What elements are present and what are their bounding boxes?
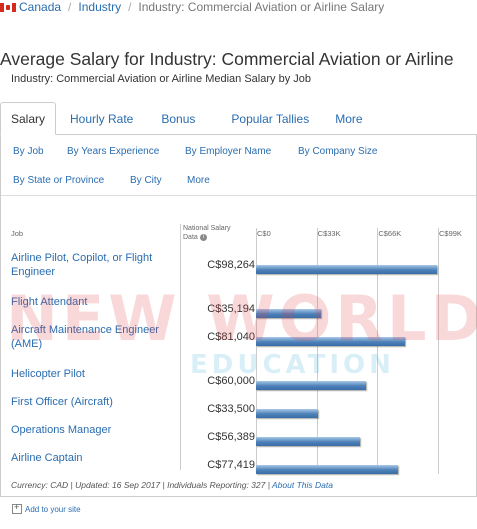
axis-tick-label: C$99K (439, 229, 462, 238)
salary-bar (256, 437, 360, 446)
footer-text: Currency: CAD | Updated: 16 Sep 2017 | I… (11, 480, 272, 490)
job-link[interactable]: First Officer (Aircraft) (11, 396, 113, 408)
tab-popular-tallies[interactable]: Popular Tallies (231, 111, 310, 126)
tab-salary[interactable]: Salary (0, 102, 56, 135)
subnav-by-job[interactable]: By Job (13, 146, 44, 157)
breadcrumb-separator: / (128, 0, 132, 14)
job-link[interactable]: Airline Captain (11, 452, 83, 464)
about-this-data-link[interactable]: About This Data (272, 480, 333, 490)
salary-bar (256, 265, 437, 274)
column-header-job: Job (11, 229, 24, 238)
grid-line (256, 228, 257, 474)
job-link[interactable]: Operations Manager (11, 424, 112, 436)
divider (1, 195, 476, 196)
subnav-by-city[interactable]: By City (130, 175, 162, 186)
add-to-site-label: Add to your site (25, 504, 81, 514)
subnav-more[interactable]: More (187, 175, 210, 186)
add-to-site-link[interactable]: Add to your site (12, 502, 81, 514)
salary-bar (256, 409, 318, 418)
job-link[interactable]: Helicopter Pilot (11, 368, 85, 380)
tab-bar: Salary Hourly Rate Bonus Popular Tallies… (0, 102, 477, 135)
grid-line (316, 228, 318, 474)
salary-bar (256, 381, 367, 390)
footer-info: Currency: CAD | Updated: 16 Sep 2017 | I… (11, 480, 333, 490)
tab-bonus[interactable]: Bonus (161, 111, 196, 126)
info-icon[interactable]: i (199, 233, 207, 241)
salary-value: C$56,389 (207, 431, 255, 443)
national-header-line2: Data (183, 234, 198, 241)
tab-more[interactable]: More (335, 111, 363, 126)
axis-tick-label: C$33K (317, 229, 341, 238)
column-divider (180, 224, 181, 470)
breadcrumb-separator: / (68, 0, 72, 14)
breadcrumb-current: Industry: Commercial Aviation or Airline… (138, 0, 385, 14)
salary-value: C$35,194 (207, 303, 255, 315)
subnav-by-company-size[interactable]: By Company Size (298, 146, 378, 157)
breadcrumb: Canada / Industry / Industry: Commercial… (0, 0, 384, 14)
canada-flag-icon (0, 2, 16, 12)
national-header-line1: National Salary (183, 225, 231, 232)
job-link[interactable]: Flight Attendant (11, 296, 88, 308)
salary-value: C$77,419 (207, 459, 255, 471)
salary-bar (256, 309, 321, 318)
add-icon (12, 502, 22, 514)
salary-value: C$60,000 (207, 375, 255, 387)
grid-line (438, 228, 439, 474)
job-link[interactable]: Aircraft Maintenance Engineer (AME) (11, 324, 159, 350)
breadcrumb-country-link[interactable]: Canada (19, 0, 62, 14)
breadcrumb-industry-link[interactable]: Industry (78, 0, 122, 14)
tab-hourly-rate[interactable]: Hourly Rate (70, 111, 134, 126)
axis-tick-label: C$66K (378, 229, 402, 238)
salary-value: C$33,500 (207, 403, 255, 415)
grid-line (377, 228, 379, 474)
axis-tick-label: C$0 (257, 229, 271, 238)
salary-bar (256, 465, 399, 474)
subnav-by-employer-name[interactable]: By Employer Name (185, 146, 272, 157)
job-link[interactable]: Airline Pilot, Copilot, or Flight Engine… (11, 252, 153, 278)
salary-bar (256, 337, 405, 346)
chart-title: Industry: Commercial Aviation or Airline… (11, 73, 311, 85)
salary-value: C$81,040 (207, 331, 255, 343)
column-header-national-salary: National Salary Data i (183, 224, 230, 242)
subnav-by-years-experience[interactable]: By Years Experience (67, 146, 160, 157)
subnav-by-state-or-province[interactable]: By State or Province (13, 175, 105, 186)
salary-value: C$98,264 (207, 259, 255, 271)
page-title: Average Salary for Industry: Commercial … (0, 49, 454, 69)
